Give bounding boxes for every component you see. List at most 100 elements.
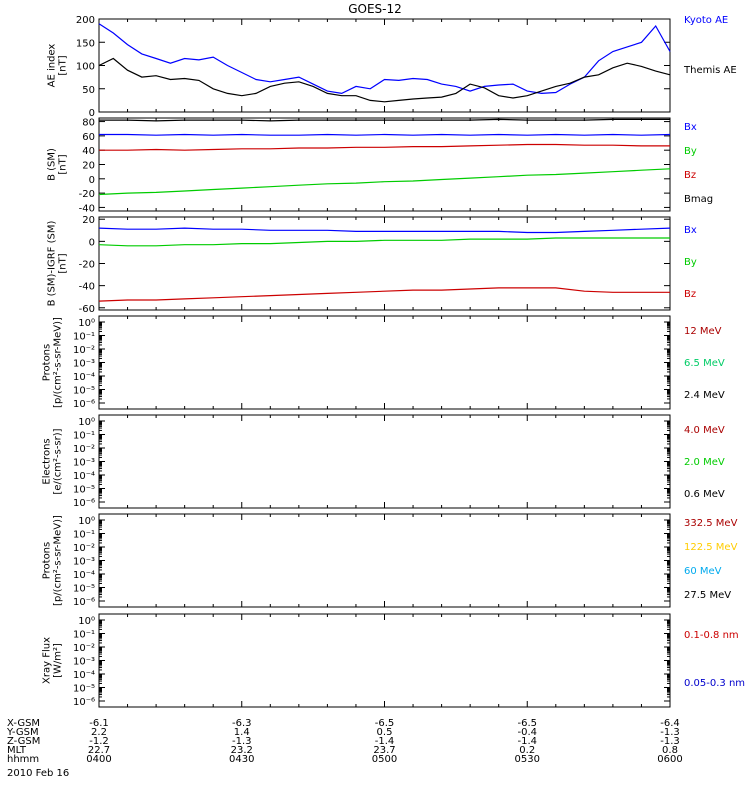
footer-value: -0.4 [517, 727, 537, 738]
y-tick-label: 10⁻³ [73, 458, 95, 469]
y-axis-label: [nT] [58, 154, 69, 174]
footer-value: -6.3 [232, 718, 252, 729]
y-tick-label: 10⁻⁶ [73, 498, 95, 509]
panel-frame [98, 613, 671, 708]
legend-entry: 2.0 MeV [684, 457, 725, 468]
y-axis-label: B (SM) [47, 148, 58, 181]
y-tick-label: -20 [79, 189, 95, 200]
panel-1: AE index [nT] 0 50 100 150 200 Kyoto AE Themis A… [47, 15, 737, 119]
legend-entry: 0.05-0.3 nm [684, 678, 745, 689]
panel-frame [98, 315, 671, 410]
y-axis-label: [nT] [58, 55, 69, 75]
panel-2: B (SM) [nT] -40 -20 0 20 40 60 80 Bx By Bz Bmag [47, 117, 713, 214]
y-tick-label: -60 [79, 304, 95, 315]
y-axis-label: AE index [47, 44, 58, 88]
panel-3: B (SM)-IGRF (SM) [nT] -60 -40 -20 0 20 Bx By Bz [47, 215, 697, 315]
series-line-bz [99, 143, 670, 151]
legend-entry: By [684, 146, 697, 157]
panel-4: Protons [p/(cm²-s-sr-MeV)] 10⁻⁶ 10⁻⁵ 10⁻⁴ 10⁻… [42, 315, 725, 410]
legend-entry: 0.6 MeV [684, 489, 725, 500]
footer-value: 0600 [657, 754, 682, 765]
y-tick-label: 10⁰ [78, 516, 95, 527]
y-tick-label: 10⁻² [73, 543, 95, 554]
plot-title: GOES-12 [348, 2, 402, 16]
footer-value: -1.3 [232, 736, 252, 747]
panel-7: Xray Flux [W/m²] 10⁻⁶ 10⁻⁵ 10⁻⁴ 10⁻³ 10⁻² 10⁻¹ 1… [42, 613, 745, 708]
series-line-bx [98, 227, 671, 234]
footer-value: -6.4 [660, 718, 680, 729]
footer-value: 22.7 [88, 745, 110, 756]
y-tick-label: 10⁻⁵ [73, 386, 95, 397]
legend-entry: Bmag [684, 194, 713, 205]
footer-value: 0500 [372, 754, 397, 765]
y-tick-label: 10⁻² [73, 345, 95, 356]
y-tick-label: 40 [82, 146, 95, 157]
legend-entry: Kyoto AE [684, 15, 728, 26]
legend-entry: 4.0 MeV [684, 425, 725, 436]
y-tick-label: 100 [76, 62, 95, 73]
y-axis-label: Protons [42, 344, 53, 381]
legend-entry: 27.5 MeV [684, 590, 731, 601]
legend-entry: Bz [684, 289, 696, 300]
footer-value: -1.3 [660, 736, 680, 747]
series-line-by [98, 237, 670, 247]
y-tick-label: 10⁻³ [73, 657, 95, 668]
footer-value: 1.4 [234, 727, 250, 738]
y-tick-label: 10⁻⁵ [73, 584, 95, 595]
y-axis-label: B (SM)-IGRF (SM) [47, 221, 58, 307]
footer-row-label: MLT [7, 745, 27, 756]
y-tick-label: 20 [82, 161, 95, 172]
y-tick-label: 10⁰ [78, 616, 95, 627]
footer-row-label: hhmm [7, 754, 39, 765]
series-line-bmag [99, 118, 670, 122]
y-tick-label: 10⁻³ [73, 359, 95, 370]
footer-value: -6.1 [89, 718, 109, 729]
y-tick-label: 10⁻⁶ [73, 597, 95, 608]
legend-entry: 2.4 MeV [684, 390, 725, 401]
y-tick-label: 50 [82, 85, 95, 96]
legend-entry: Bx [684, 225, 697, 236]
footer-value: -6.5 [517, 718, 537, 729]
legend-entry: 122.5 MeV [684, 542, 738, 553]
y-tick-label: 0 [89, 175, 95, 186]
y-tick-label: 10⁻¹ [73, 431, 95, 442]
y-tick-label: 0 [89, 237, 95, 248]
y-tick-label: 10⁻² [73, 643, 95, 654]
footer-value: -1.3 [660, 727, 680, 738]
y-tick-label: -40 [79, 282, 95, 293]
legend-entry: 60 MeV [684, 566, 722, 577]
footer-value: 0530 [515, 754, 540, 765]
legend-entry: By [684, 257, 697, 268]
y-tick-label: 10⁻⁶ [73, 697, 95, 708]
y-tick-label: 10⁻⁴ [73, 471, 95, 482]
footer-value: 23.7 [373, 745, 395, 756]
panel-frame [98, 117, 671, 212]
legend-entry: Bx [684, 122, 697, 133]
legend-entry: 12 MeV [684, 326, 722, 337]
series-line-themis-ae [98, 57, 671, 103]
footer-row-label: Y-GSM [6, 727, 39, 738]
y-tick-label: 60 [82, 132, 95, 143]
footer-value: -1.2 [89, 736, 109, 747]
y-axis-label: Protons [42, 542, 53, 579]
y-tick-label: 10⁻⁵ [73, 485, 95, 496]
y-tick-label: 0 [89, 108, 95, 119]
footer-value: -1.4 [517, 736, 537, 747]
y-tick-label: 10⁻⁴ [73, 570, 95, 581]
y-tick-label: 10⁻¹ [73, 530, 95, 541]
series-line-by [98, 168, 671, 196]
footer-value: 0.5 [377, 727, 393, 738]
footer-value: 0430 [229, 754, 254, 765]
legend-entry: 0.1-0.8 nm [684, 630, 739, 641]
footer-row-label: X-GSM [7, 718, 40, 729]
y-tick-label: 10⁻⁴ [73, 372, 95, 383]
y-tick-label: -20 [79, 260, 95, 271]
series-line-bz [98, 287, 670, 302]
y-tick-label: 10⁻¹ [73, 332, 95, 343]
y-axis-label: [p/(cm²-s-sr-MeV)] [53, 317, 64, 408]
footer-value: -6.5 [375, 718, 395, 729]
y-tick-label: 200 [76, 15, 95, 26]
y-axis-label: [e/(cm²-s-sr)] [53, 428, 64, 494]
